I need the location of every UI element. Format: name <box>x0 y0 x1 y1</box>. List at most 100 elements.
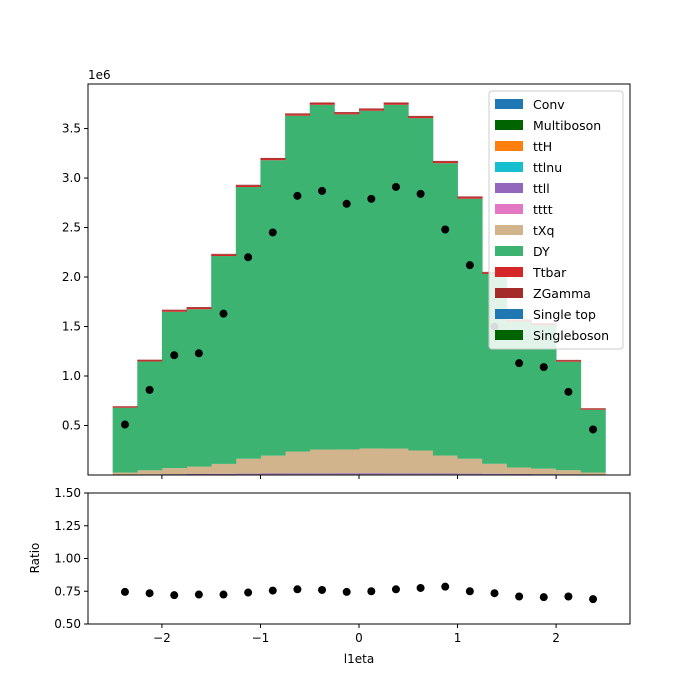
ratio-point <box>293 585 302 594</box>
bar-dy <box>285 115 311 452</box>
bar-txq <box>432 455 458 474</box>
bar-dy <box>432 163 458 456</box>
legend-item: Multiboson <box>495 118 601 133</box>
bar-dy <box>161 311 187 469</box>
legend-item: Ttbar <box>495 265 567 280</box>
bar-txq <box>334 449 360 474</box>
legend-swatch <box>495 288 523 298</box>
bar-txq <box>211 463 237 474</box>
bar-dy <box>334 114 360 450</box>
y-tick-label: 0.5 <box>62 419 81 433</box>
bar-ttbar <box>161 310 187 312</box>
bar-ttll <box>457 473 483 475</box>
ratio-plot: 0.50 0.75 1.00 1.25 1.50 −2 −1 0 1 2 l1eta Ratio <box>28 486 631 666</box>
data-point <box>318 186 327 195</box>
bar-dy <box>383 104 409 449</box>
bar-txq <box>580 472 606 475</box>
bar-ttbar <box>334 113 360 115</box>
bar-ttll <box>260 473 286 475</box>
bar-dy <box>137 361 163 471</box>
ratio-x-axis: −2 −1 0 1 2 <box>153 624 560 645</box>
bar-dy <box>359 110 385 449</box>
y-tick-label: 1.5 <box>62 320 81 334</box>
bar-txq <box>186 466 212 475</box>
legend-item: Singleboson <box>495 328 609 343</box>
x-tick-label: 2 <box>552 631 560 645</box>
legend-label: ttll <box>533 181 550 196</box>
bar-txq <box>383 448 409 474</box>
legend-label: Singleboson <box>533 328 609 343</box>
bar-ttll <box>531 474 557 475</box>
bar-zgamma <box>260 157 286 159</box>
y-tick-label: 0.75 <box>54 584 81 598</box>
legend-swatch <box>495 246 523 256</box>
bar-dy <box>211 256 237 464</box>
bar-txq <box>531 468 557 475</box>
legend: Conv Multiboson ttH ttlnu ttll tttt tXq DY Ttbar… <box>488 90 624 350</box>
x-axis-label: l1eta <box>344 652 374 666</box>
bar-dy <box>112 407 138 473</box>
bar-ttbar <box>383 103 409 105</box>
bar-ttll <box>359 473 385 475</box>
bar-zgamma <box>383 102 409 104</box>
bar-dy <box>235 187 261 459</box>
legend-item: ttll <box>495 181 550 196</box>
ratio-points <box>120 582 598 604</box>
data-point <box>293 191 302 200</box>
ratio-point <box>465 587 474 596</box>
bar-ttbar <box>432 161 458 164</box>
bar-ttbar <box>359 109 385 111</box>
bar-zgamma <box>432 160 458 162</box>
x-tick-label: 1 <box>454 631 462 645</box>
data-point <box>391 182 400 191</box>
bar-ttll <box>334 473 360 475</box>
ratio-point <box>219 590 228 599</box>
legend-item: tttt <box>495 202 553 217</box>
bar-dy <box>309 104 335 450</box>
legend-label: Multiboson <box>533 118 601 133</box>
series-txq <box>112 448 606 475</box>
ratio-point <box>170 591 179 600</box>
y-tick-label: 1.50 <box>54 486 81 500</box>
ratio-point <box>515 592 524 601</box>
y-tick-label: 0.50 <box>54 617 81 631</box>
ratio-point <box>145 589 154 598</box>
legend-label: ZGamma <box>533 286 591 301</box>
bar-dy <box>408 118 434 451</box>
bar-txq <box>309 449 335 474</box>
bar-dy <box>186 309 212 467</box>
y-tick-label: 3.5 <box>62 122 81 136</box>
bar-zgamma <box>334 112 360 114</box>
bar-ttbar <box>137 360 163 362</box>
ratio-point <box>416 583 425 592</box>
data-point <box>416 189 425 198</box>
bar-txq <box>112 472 138 475</box>
bar-ttll <box>235 473 261 475</box>
data-point <box>268 228 277 237</box>
legend-swatch <box>495 267 523 277</box>
data-point <box>564 387 573 396</box>
ratio-point <box>318 585 327 594</box>
ratio-point <box>268 586 277 595</box>
data-point <box>145 385 154 394</box>
ratio-point <box>367 587 376 596</box>
bar-ttll <box>482 473 508 475</box>
bar-ttbar <box>186 308 212 310</box>
legend-label: tXq <box>533 223 554 238</box>
bar-ttll <box>211 473 237 475</box>
bar-zgamma <box>359 108 385 110</box>
bar-zgamma <box>235 184 261 186</box>
data-point <box>539 363 548 372</box>
bar-dy <box>457 198 483 459</box>
ratio-point <box>391 585 400 594</box>
legend-item: Single top <box>495 307 596 322</box>
bar-dy <box>260 160 286 456</box>
data-point <box>120 420 129 429</box>
legend-item: ZGamma <box>495 286 591 301</box>
bar-zgamma <box>137 359 163 361</box>
main-y-axis: 0.5 1.0 1.5 2.0 2.5 3.0 3.5 <box>62 122 88 433</box>
x-tick-label: 0 <box>355 631 363 645</box>
bar-txq <box>235 458 261 474</box>
legend-swatch <box>495 120 523 130</box>
ratio-point <box>441 582 450 591</box>
